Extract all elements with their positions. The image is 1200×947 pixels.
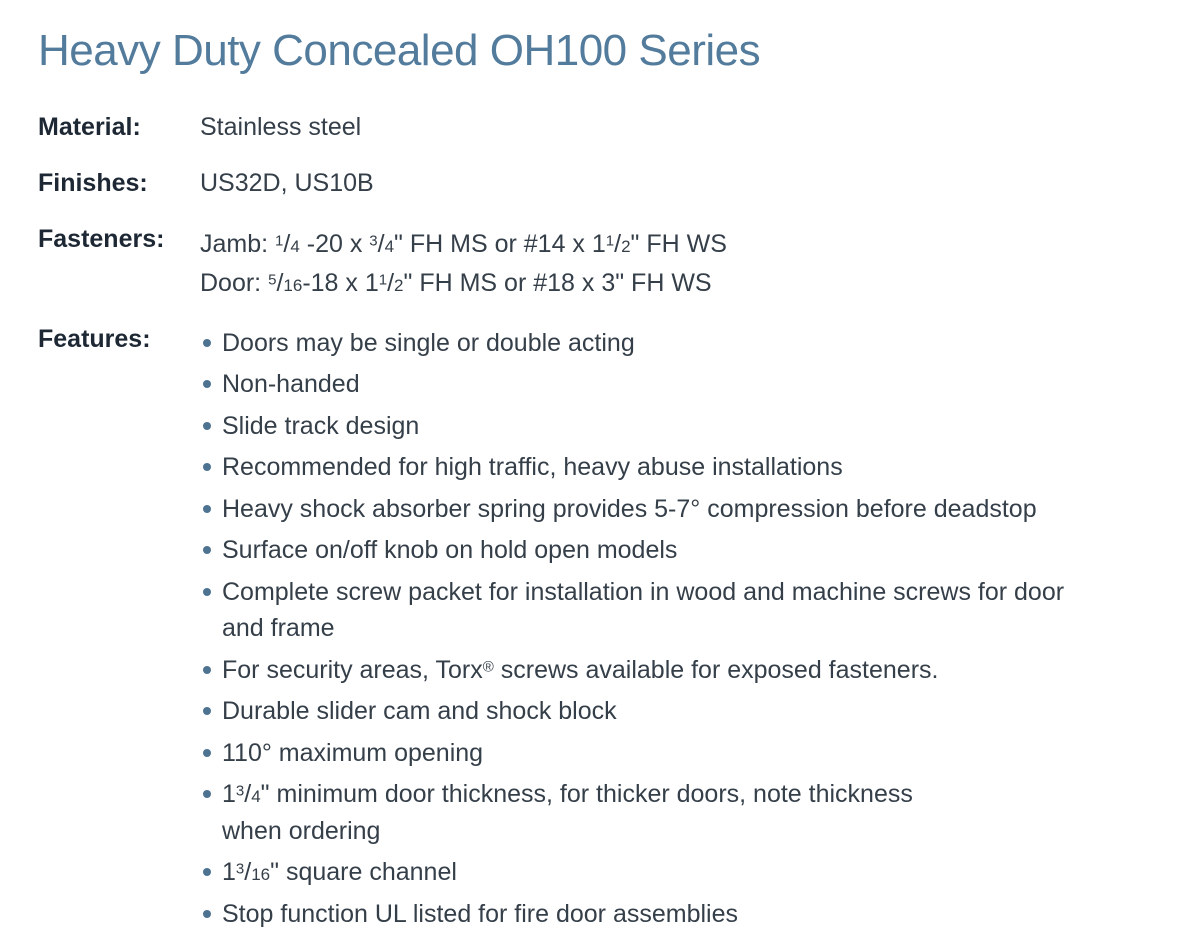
feature-text: Recommended for high traffic, heavy abus…: [222, 453, 843, 482]
features-list: Doors may be single or double acting Non…: [200, 325, 1064, 938]
feature-item: Doors may be single or double acting: [200, 325, 1064, 362]
feature-item: 110° maximum opening: [200, 735, 1064, 772]
feature-item: Surface on/off knob on hold open models: [200, 532, 1064, 569]
feature-item: Complete screw packet for installation i…: [200, 574, 1064, 647]
fastener-door-line: Door: 5/16-18 x 11/2" FH MS or #18 x 3" …: [200, 268, 712, 297]
feature-item: Heavy shock absorber spring provides 5-7…: [200, 491, 1064, 528]
spec-row-fasteners: Fasteners: Jamb: 1/4 -20 x 3/4" FH MS or…: [38, 225, 1180, 303]
bullet-dot-icon: [203, 463, 211, 472]
bullet-dot-icon: [203, 504, 211, 513]
feature-text: 110° maximum opening: [222, 738, 484, 767]
bullet-dot-icon: [203, 707, 211, 716]
feature-text: Durable slider cam and shock block: [222, 697, 617, 726]
spec-row-finishes: Finishes: US32D, US10B: [38, 169, 1180, 198]
bullet-dot-icon: [203, 546, 211, 555]
finishes-label: Finishes:: [38, 168, 148, 197]
feature-text: Doors may be single or double acting: [222, 328, 635, 357]
bullet-dot-icon: [203, 790, 211, 799]
feature-item: Stop function UL listed for fire door as…: [200, 896, 1064, 933]
feature-text: Surface on/off knob on hold open models: [222, 536, 678, 565]
feature-item: 13/16" square channel: [200, 854, 1064, 891]
feature-text: Stop function UL listed for fire door as…: [222, 899, 738, 928]
fasteners-value: Jamb: 1/4 -20 x 3/4" FH MS or #14 x 11/2…: [200, 225, 727, 303]
feature-item: For security areas, Torx® screws availab…: [200, 652, 1064, 689]
feature-item: Durable slider cam and shock block: [200, 693, 1064, 730]
feature-text: Complete screw packet for installation i…: [222, 577, 1065, 643]
feature-item: Recommended for high traffic, heavy abus…: [200, 449, 1064, 486]
spec-row-features: Features: Doors may be single or double …: [38, 325, 1180, 938]
feature-text: 13/4" minimum door thickness, for thicke…: [222, 780, 913, 845]
finishes-value: US32D, US10B: [200, 168, 374, 197]
spec-row-material: Material: Stainless steel: [38, 113, 1180, 142]
features-label: Features:: [38, 324, 151, 353]
page-title: Heavy Duty Concealed OH100 Series: [38, 26, 761, 75]
bullet-dot-icon: [203, 338, 211, 347]
bullet-dot-icon: [203, 868, 211, 877]
material-label: Material:: [38, 112, 141, 141]
material-value: Stainless steel: [200, 112, 362, 141]
bullet-dot-icon: [203, 587, 211, 596]
feature-text: Non-handed: [222, 370, 360, 399]
feature-text: Slide track design: [222, 411, 420, 440]
feature-text: For security areas, Torx® screws availab…: [222, 655, 939, 684]
bullet-dot-icon: [203, 421, 211, 430]
bullet-dot-icon: [203, 380, 211, 389]
feature-item: Non-handed: [200, 366, 1064, 403]
bullet-dot-icon: [203, 748, 211, 757]
fasteners-label: Fasteners:: [38, 224, 165, 253]
bullet-dot-icon: [203, 665, 211, 674]
bullet-dot-icon: [203, 909, 211, 918]
feature-item: 13/4" minimum door thickness, for thicke…: [200, 776, 1064, 849]
feature-text: 13/16" square channel: [222, 858, 457, 887]
feature-text: Heavy shock absorber spring provides 5-7…: [222, 494, 1037, 523]
fastener-jamb-line: Jamb: 1/4 -20 x 3/4" FH MS or #14 x 11/2…: [200, 229, 727, 258]
feature-item: Slide track design: [200, 408, 1064, 445]
